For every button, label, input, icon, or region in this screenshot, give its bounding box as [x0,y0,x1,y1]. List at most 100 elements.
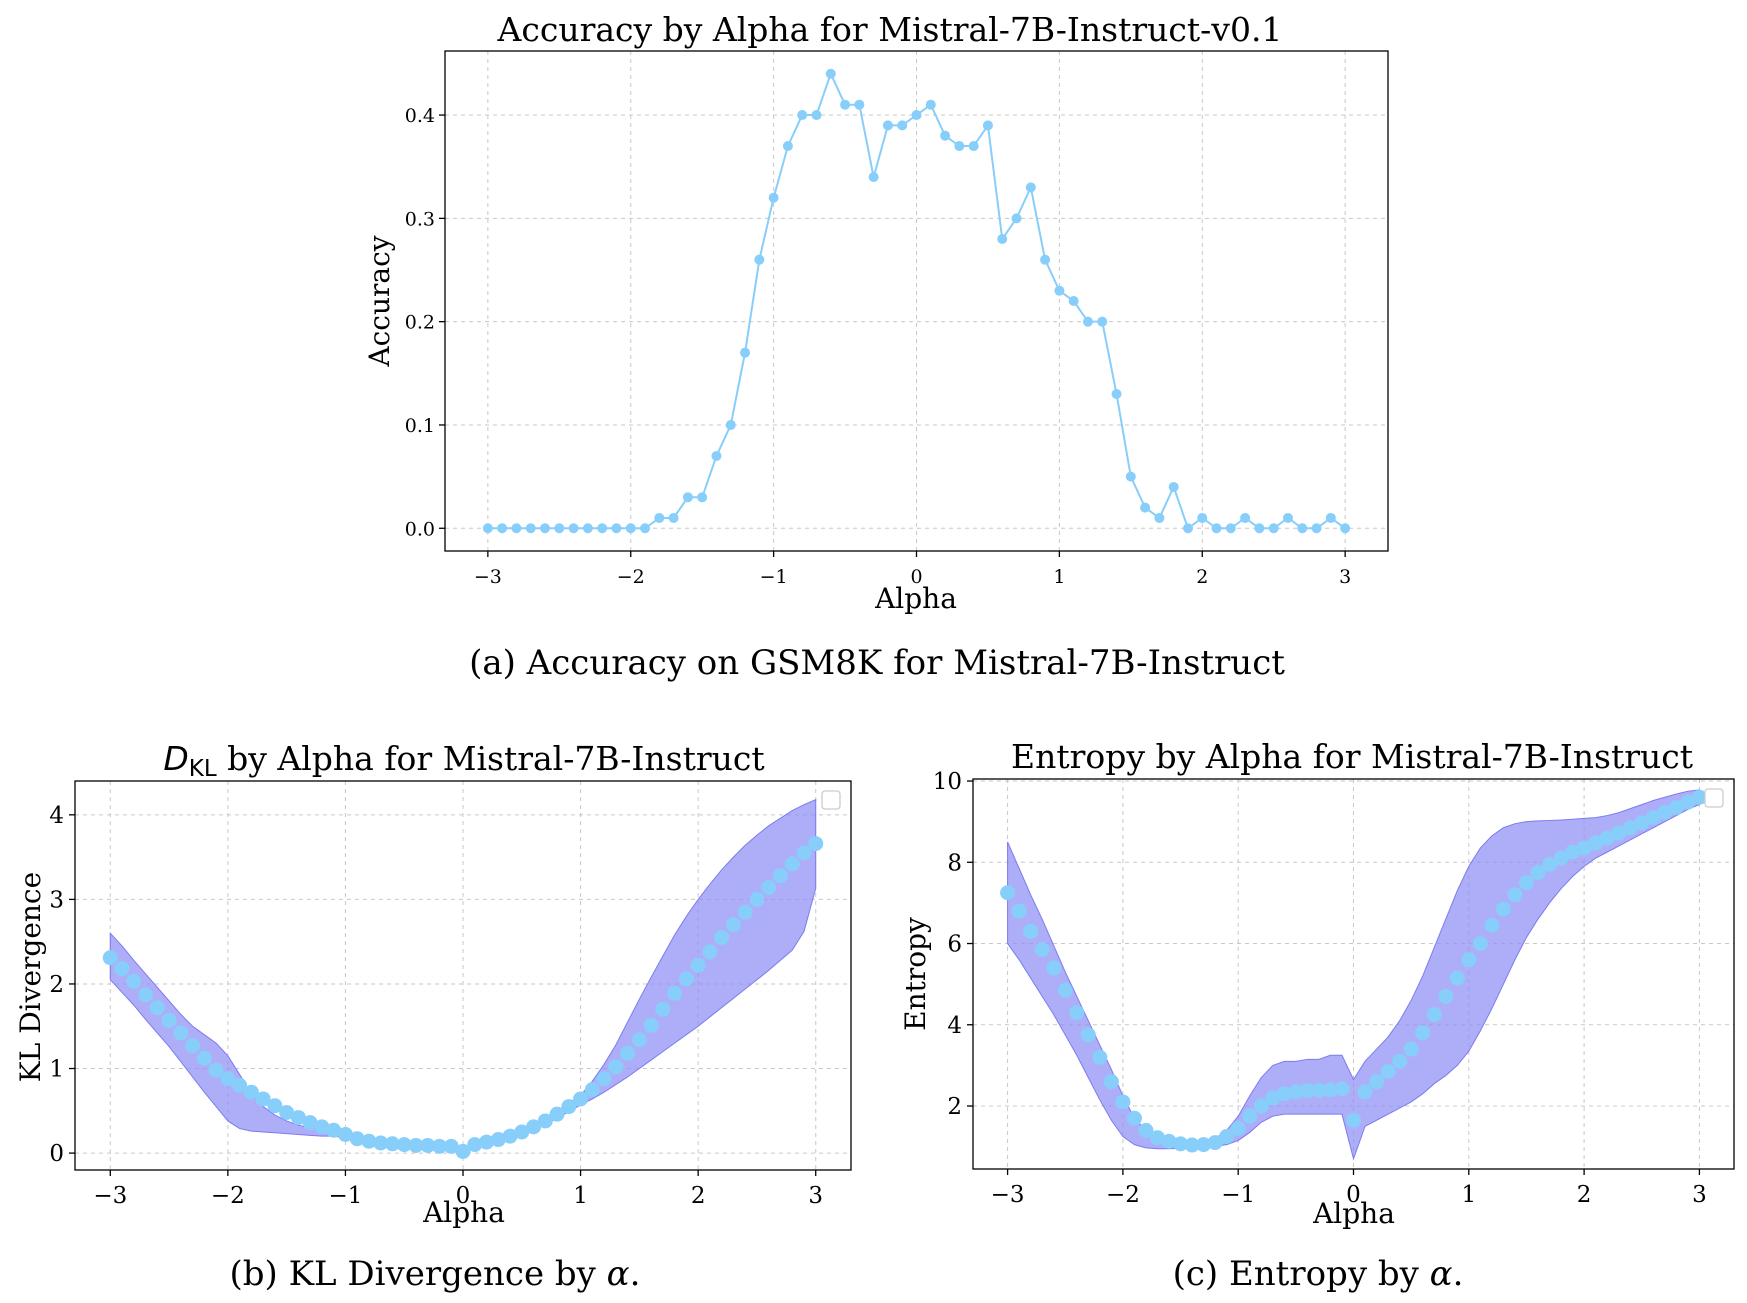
kl-caption-end: . [630,1254,641,1294]
data-point [1576,840,1592,856]
data-point [702,944,718,960]
data-point [126,973,142,989]
data-point [420,1137,436,1153]
data-point [511,523,522,534]
data-point [537,1113,553,1129]
entropy-caption-alpha: α [1430,1254,1453,1294]
data-point [711,450,722,461]
data-point [554,523,565,534]
data-point [825,68,836,79]
accuracy-y-ticks: 0.0 0.1 0.2 0.3 0.4 [405,105,435,540]
entropy-y-axis-label: Entropy [899,917,932,1031]
x-tick-label: −1 [1221,1182,1255,1208]
data-point [1034,942,1050,958]
accuracy-chart-title: Accuracy by Alpha for Mistral-7B-Instruc… [497,10,1283,49]
data-point [1357,1084,1373,1100]
entropy-caption-end: . [1453,1254,1464,1294]
data-point [361,1133,377,1149]
data-point [584,1082,600,1098]
data-point [740,347,751,358]
data-point [768,192,779,203]
data-point [431,1138,447,1154]
data-point [1023,923,1039,939]
data-point [290,1110,306,1126]
data-point [1680,794,1696,810]
y-tick-label: 0.1 [405,415,435,437]
data-point [161,1012,177,1028]
data-point [573,1091,589,1107]
data-point [196,1050,212,1066]
data-point [620,1045,636,1061]
data-point [243,1084,259,1100]
data-point [1334,1081,1350,1097]
data-point [608,1059,624,1075]
data-point [1299,1083,1315,1099]
y-tick-label: 2 [947,1094,962,1120]
data-point [138,987,154,1003]
data-point [796,845,812,861]
data-point [725,419,736,430]
kl-y-ticks: 0 1 2 3 4 [49,803,64,1167]
data-point [1115,1094,1131,1110]
data-point [502,1128,518,1144]
data-point [1426,1007,1442,1023]
data-point [1282,512,1293,523]
data-point [1322,1082,1338,1098]
data-point [667,985,683,1001]
x-tick-label: 2 [691,1183,706,1209]
data-point [840,99,851,110]
data-point [597,523,608,534]
data-point [302,1115,318,1131]
data-point [1622,820,1638,836]
data-point [1138,1122,1154,1138]
y-tick-label: 2 [49,972,64,998]
x-tick-label: 3 [1692,1182,1707,1208]
data-point [1254,523,1265,534]
data-point [349,1131,365,1147]
entropy-caption: (c) Entropy by α. [1173,1254,1464,1294]
data-point [479,1134,495,1150]
data-point [1438,988,1454,1004]
x-tick-label: 0 [910,566,922,588]
data-point [997,234,1008,245]
data-point [267,1098,283,1114]
x-tick-label: −2 [1106,1182,1140,1208]
y-tick-label: 10 [933,769,962,795]
data-point [1253,1098,1269,1114]
data-point [1297,523,1308,534]
x-tick-label: −3 [991,1182,1025,1208]
data-point [1103,1074,1119,1090]
x-tick-label: 1 [573,1183,588,1209]
y-tick-label: 8 [947,850,962,876]
accuracy-y-axis-label: Accuracy [363,235,396,367]
kl-x-axis-label: Alpha [422,1196,505,1229]
data-point [1311,1082,1327,1098]
kl-title-d: D [163,739,188,778]
data-point [1197,512,1208,523]
data-point [443,1138,459,1154]
data-point [1461,952,1477,968]
data-point [982,120,993,131]
data-point [173,1025,189,1041]
data-point [1565,844,1581,860]
data-point [326,1122,342,1138]
data-point [1011,213,1022,224]
entropy-series [1000,789,1707,1153]
data-point [279,1104,295,1120]
x-tick-label: −3 [93,1183,127,1209]
y-tick-label: 4 [947,1013,962,1039]
data-point [682,492,693,503]
data-point [1000,885,1016,901]
data-point [1219,1129,1235,1144]
data-point [467,1137,483,1153]
data-point [655,1001,671,1017]
data-point [1645,810,1661,826]
data-point [808,836,824,852]
kl-series [102,836,824,1159]
data-point [1472,936,1488,952]
kl-caption-main: (b) KL Divergence by [230,1254,607,1294]
data-point [754,254,765,265]
x-tick-label: 3 [808,1183,823,1209]
data-point [220,1071,236,1087]
